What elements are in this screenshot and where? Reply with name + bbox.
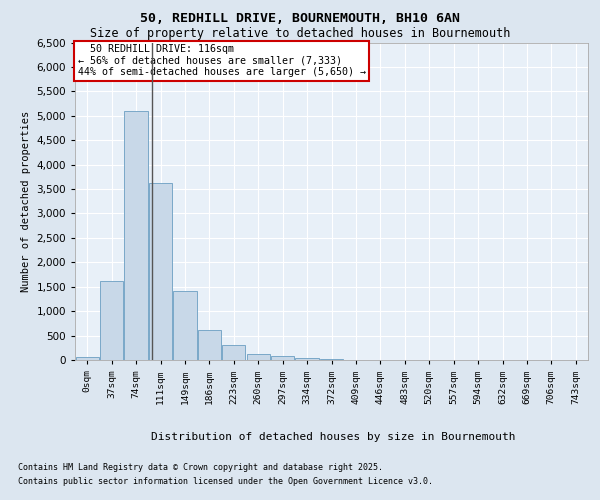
Y-axis label: Number of detached properties: Number of detached properties — [21, 110, 31, 292]
Text: 50 REDHILL DRIVE: 116sqm
← 56% of detached houses are smaller (7,333)
44% of sem: 50 REDHILL DRIVE: 116sqm ← 56% of detach… — [77, 44, 365, 78]
Text: Distribution of detached houses by size in Bournemouth: Distribution of detached houses by size … — [151, 432, 515, 442]
Bar — [247, 354, 270, 360]
Bar — [222, 345, 245, 360]
Text: 50, REDHILL DRIVE, BOURNEMOUTH, BH10 6AN: 50, REDHILL DRIVE, BOURNEMOUTH, BH10 6AN — [140, 12, 460, 26]
Text: Contains public sector information licensed under the Open Government Licence v3: Contains public sector information licen… — [18, 478, 433, 486]
Bar — [76, 357, 99, 360]
Bar — [320, 358, 343, 360]
Text: Size of property relative to detached houses in Bournemouth: Size of property relative to detached ho… — [90, 28, 510, 40]
Bar — [124, 111, 148, 360]
Bar — [100, 281, 123, 360]
Bar — [198, 330, 221, 360]
Bar — [173, 290, 197, 360]
Bar — [149, 183, 172, 360]
Bar — [271, 356, 294, 360]
Text: Contains HM Land Registry data © Crown copyright and database right 2025.: Contains HM Land Registry data © Crown c… — [18, 464, 383, 472]
Bar — [295, 358, 319, 360]
